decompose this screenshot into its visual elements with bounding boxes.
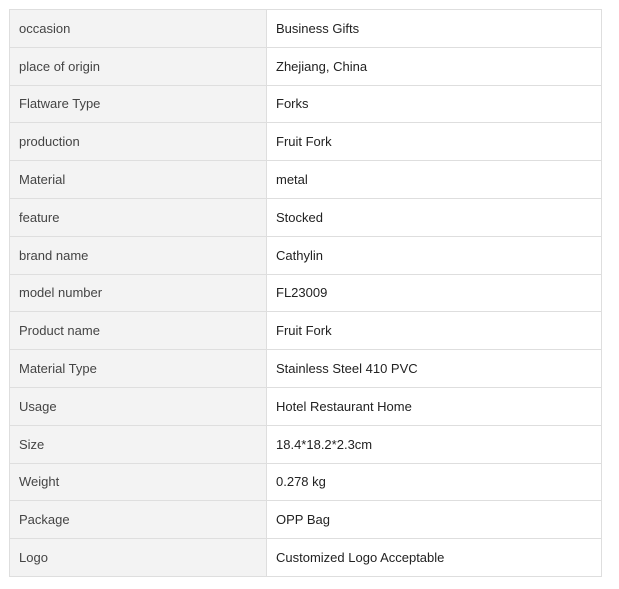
spec-label: Package xyxy=(9,500,267,540)
table-row: production Fruit Fork xyxy=(9,122,602,162)
table-row: Weight 0.278 kg xyxy=(9,462,602,502)
spec-value: Fruit Fork xyxy=(266,311,602,351)
spec-value: Forks xyxy=(266,84,602,124)
spec-label: place of origin xyxy=(9,46,267,86)
table-row: Material metal xyxy=(9,160,602,199)
spec-label: Logo xyxy=(9,538,267,577)
spec-label: Material xyxy=(9,160,267,199)
spec-label: Weight xyxy=(9,462,267,502)
table-row: Package OPP Bag xyxy=(9,500,602,540)
spec-value: OPP Bag xyxy=(266,500,602,540)
spec-table-body: occasion Business Gifts place of origin Zhe… xyxy=(9,9,602,577)
spec-value: metal xyxy=(266,160,602,199)
spec-value: 18.4*18.2*2.3cm xyxy=(266,424,602,464)
spec-label: Product name xyxy=(9,311,267,351)
spec-value: Stainless Steel 410 PVC xyxy=(266,349,602,388)
spec-label: feature xyxy=(9,197,267,237)
spec-value: Stocked xyxy=(266,197,602,237)
spec-label: brand name xyxy=(9,235,267,275)
spec-value: Zhejiang, China xyxy=(266,46,602,86)
spec-value: FL23009 xyxy=(266,273,602,313)
table-row: Product name Fruit Fork xyxy=(9,311,602,351)
spec-label: Material Type xyxy=(9,349,267,388)
product-spec-table: occasion Business Gifts place of origin Zhe… xyxy=(9,9,602,577)
table-row: place of origin Zhejiang, China xyxy=(9,46,602,86)
table-row: Flatware Type Forks xyxy=(9,84,602,124)
spec-label: Size xyxy=(9,424,267,464)
spec-label: production xyxy=(9,122,267,162)
spec-value: Customized Logo Acceptable xyxy=(266,538,602,577)
spec-label: model number xyxy=(9,273,267,313)
table-row: Size 18.4*18.2*2.3cm xyxy=(9,424,602,464)
spec-label: Usage xyxy=(9,386,267,426)
spec-label: Flatware Type xyxy=(9,84,267,124)
spec-value: Business Gifts xyxy=(266,9,602,48)
table-row: Material Type Stainless Steel 410 PVC xyxy=(9,349,602,388)
spec-value: Hotel Restaurant Home xyxy=(266,386,602,426)
table-row: brand name Cathylin xyxy=(9,235,602,275)
spec-value: Fruit Fork xyxy=(266,122,602,162)
spec-label: occasion xyxy=(9,9,267,48)
table-row: Usage Hotel Restaurant Home xyxy=(9,386,602,426)
table-row: Logo Customized Logo Acceptable xyxy=(9,538,602,577)
table-row: occasion Business Gifts xyxy=(9,9,602,48)
spec-value: 0.278 kg xyxy=(266,462,602,502)
table-row: model number FL23009 xyxy=(9,273,602,313)
table-row: feature Stocked xyxy=(9,197,602,237)
spec-value: Cathylin xyxy=(266,235,602,275)
